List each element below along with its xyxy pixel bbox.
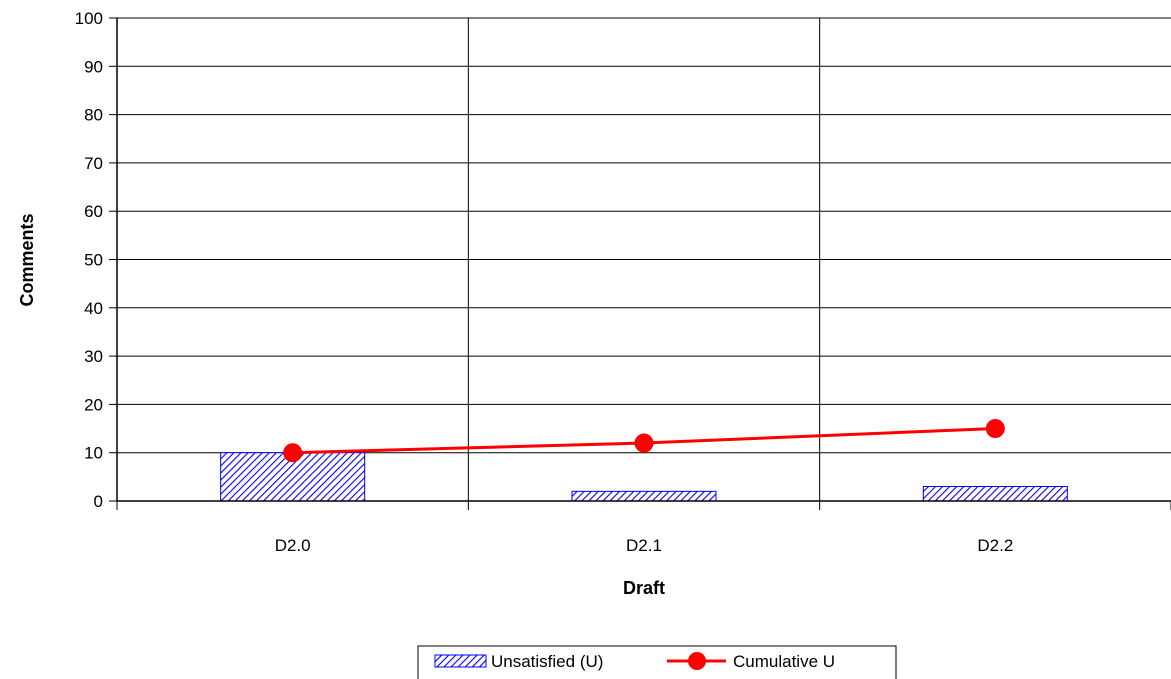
y-tick-label: 90 [84,57,103,76]
legend-label-cumulative: Cumulative U [733,652,835,671]
y-tick-label: 10 [84,444,103,463]
cumulative-point-D2.2 [985,419,1005,439]
cumulative-point-D2.0 [283,443,303,463]
legend-swatch-unsatisfied [434,654,487,668]
y-tick-label: 40 [84,299,103,318]
x-axis-title: Draft [623,578,665,598]
x-tick-label: D2.1 [626,536,662,555]
y-tick-label: 80 [84,106,103,125]
y-tick-label: 60 [84,202,103,221]
bars [220,452,1068,502]
y-tick-label: 50 [84,251,103,270]
y-tick-label: 70 [84,154,103,173]
cumulative-point-D2.1 [634,433,654,453]
legend-box [417,645,897,679]
y-axis-title: Comments [17,213,37,306]
tick-labels: 0 10 20 30 40 50 60 70 80 90 100 D2.0 D2.1 D2.2 [75,9,1014,555]
y-tick-label: 30 [84,347,103,366]
bar-D2.1 [571,490,717,502]
line-series [283,419,1005,463]
legend-swatch-cumulative-marker [688,652,706,670]
y-tick-label: 0 [94,492,103,511]
gridlines [117,17,1171,502]
bar-D2.2 [922,486,1068,502]
y-tick-label: 20 [84,395,103,414]
x-tick-label: D2.0 [275,536,311,555]
y-tick-label: 100 [75,9,103,28]
x-tick-label: D2.2 [977,536,1013,555]
axes [109,17,1171,510]
legend: Unsatisfied (U) Cumulative U [417,645,897,679]
legend-label-unsatisfied: Unsatisfied (U) [491,652,603,671]
